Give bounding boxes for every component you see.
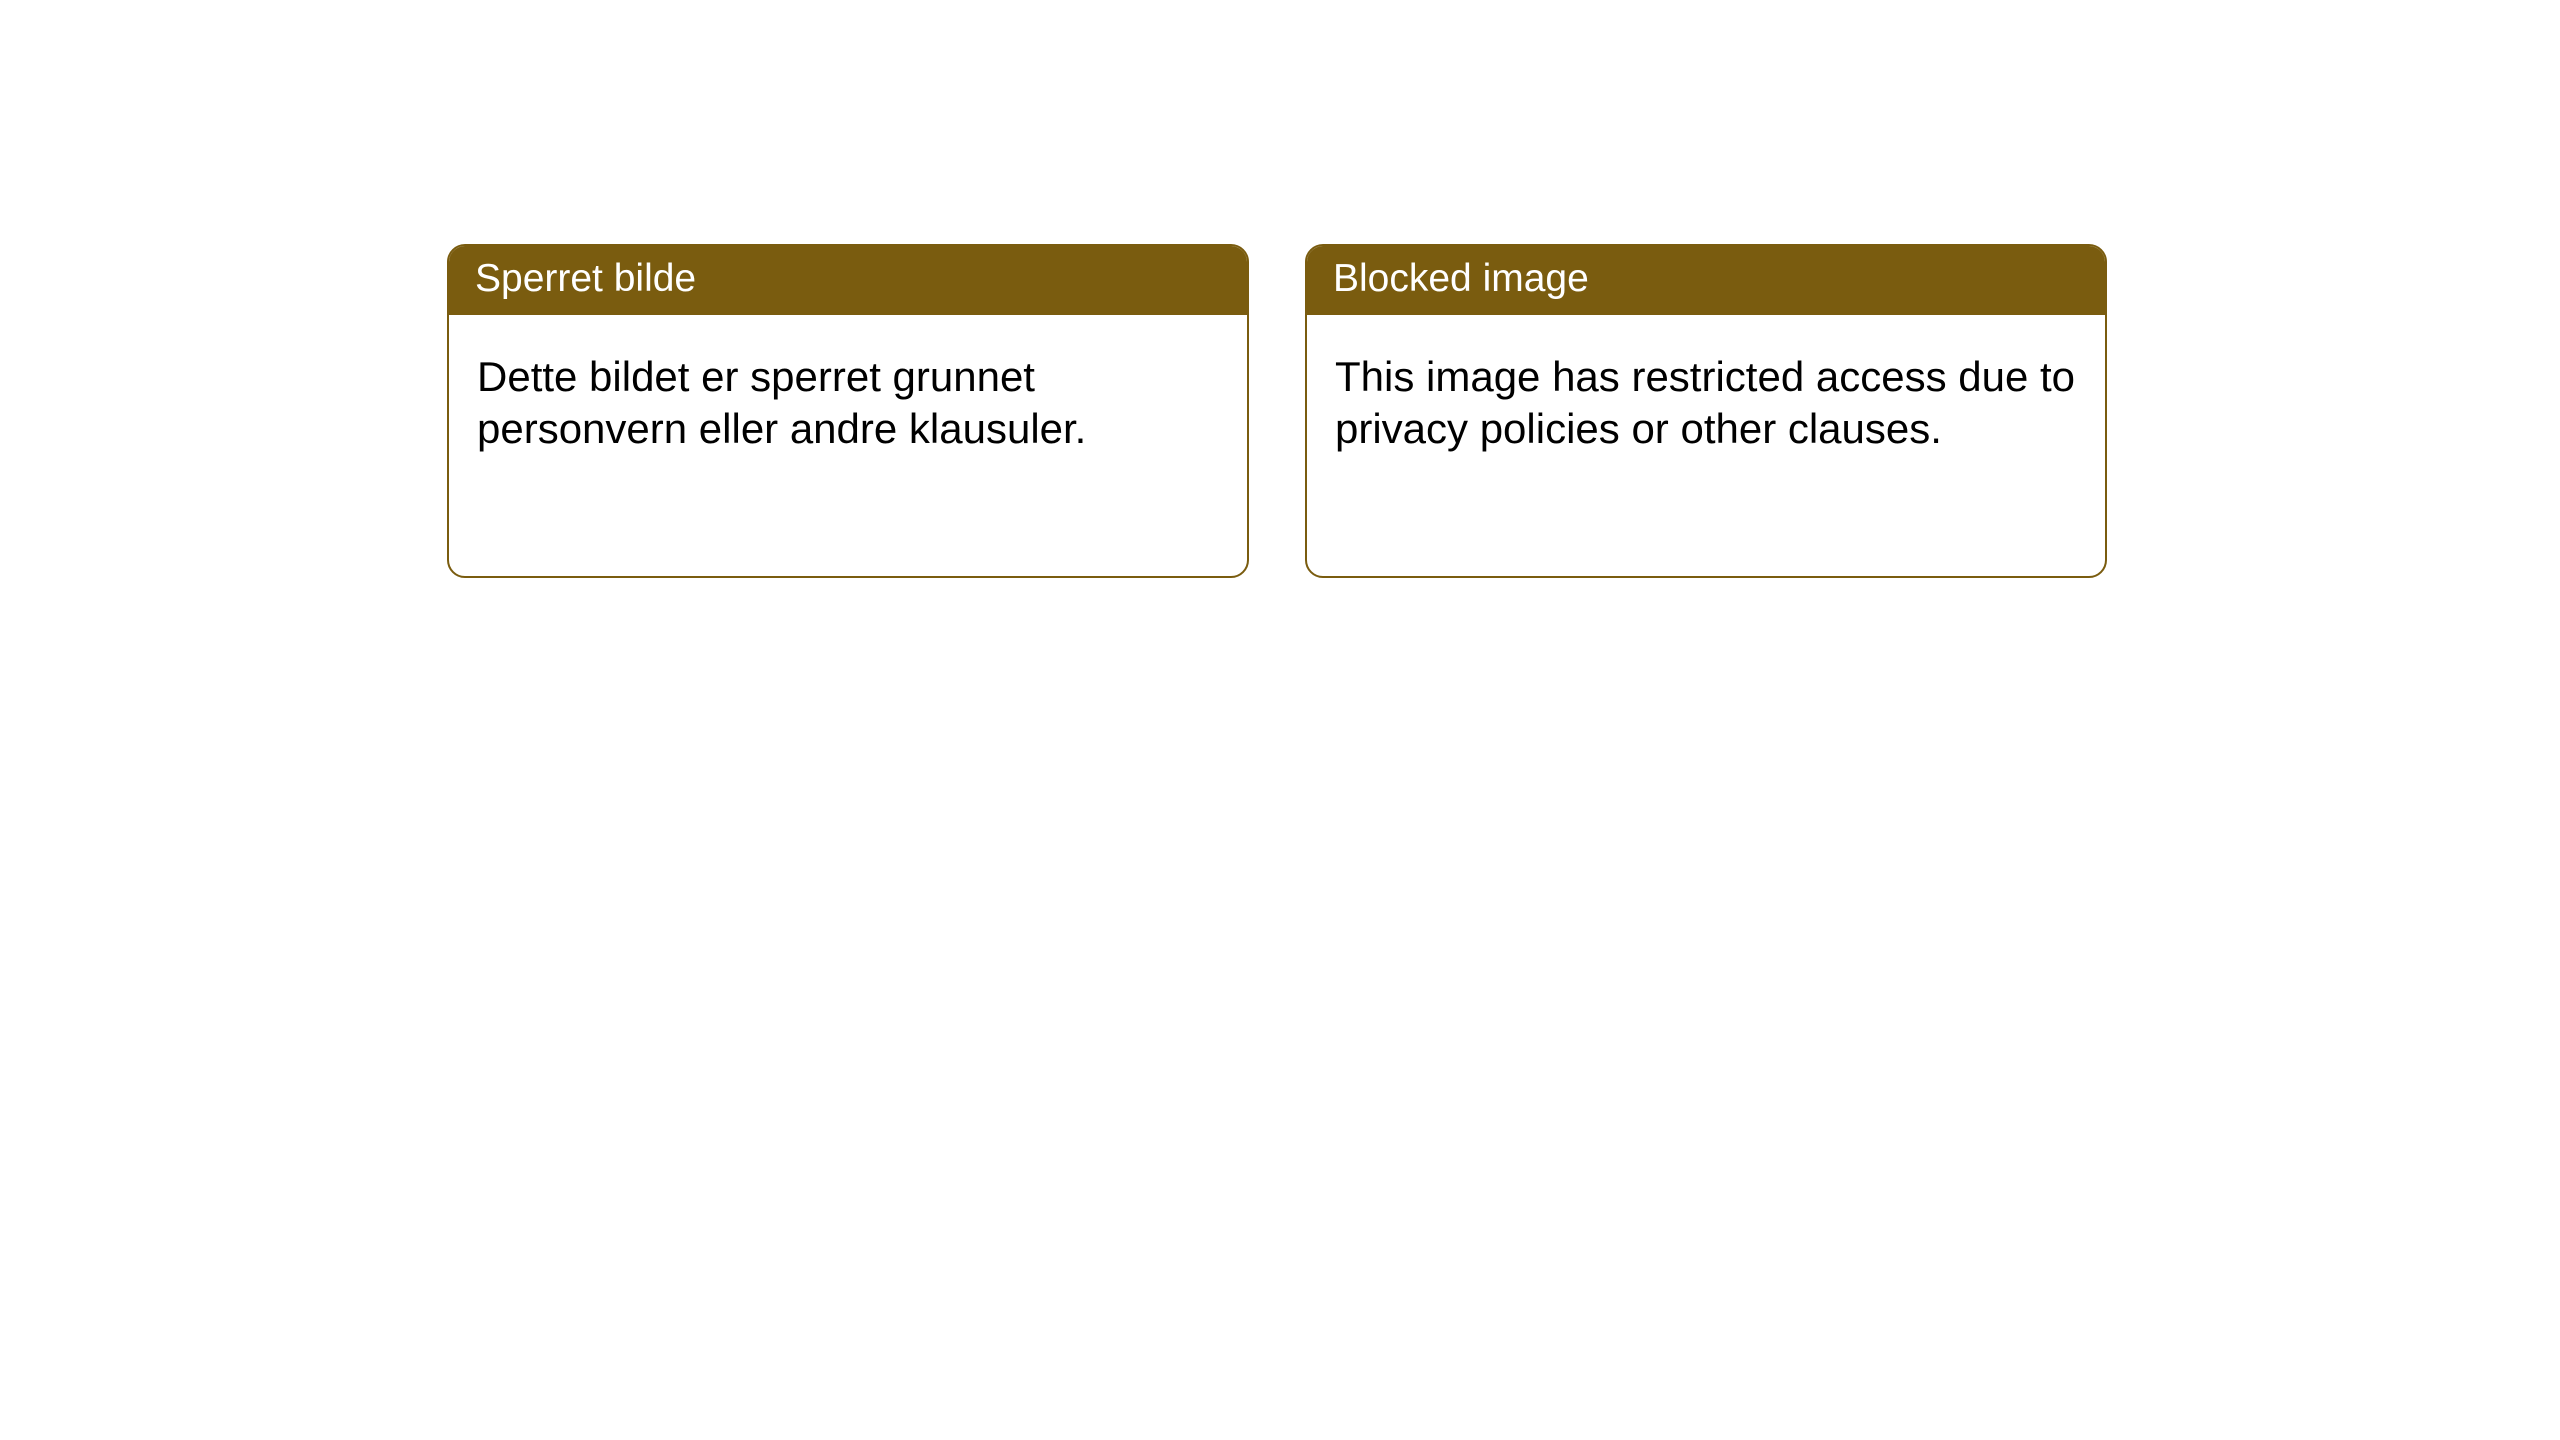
notice-title: Blocked image [1333, 257, 1589, 300]
notice-container: Sperret bilde Dette bildet er sperret gr… [0, 0, 2560, 578]
notice-body: This image has restricted access due to … [1307, 315, 2105, 491]
notice-header: Blocked image [1307, 246, 2105, 315]
notice-title: Sperret bilde [475, 257, 696, 300]
notice-header: Sperret bilde [449, 246, 1247, 315]
notice-message: Dette bildet er sperret grunnet personve… [477, 353, 1086, 452]
notice-card-norwegian: Sperret bilde Dette bildet er sperret gr… [447, 244, 1249, 578]
notice-card-english: Blocked image This image has restricted … [1305, 244, 2107, 578]
notice-message: This image has restricted access due to … [1335, 353, 2075, 452]
notice-body: Dette bildet er sperret grunnet personve… [449, 315, 1247, 491]
